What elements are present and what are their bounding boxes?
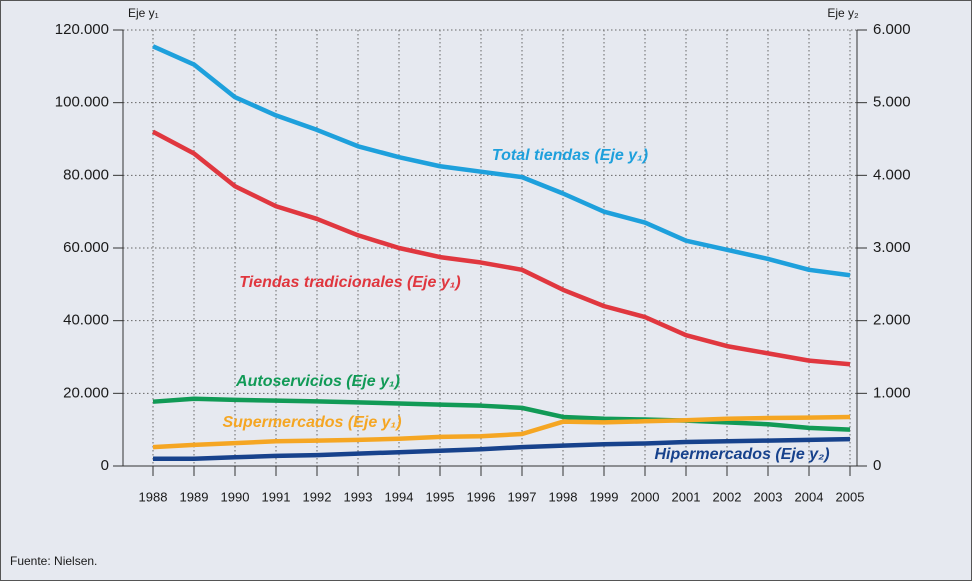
y2-tick-label: 3.000 [873, 239, 911, 256]
y2-tick-label: 4.000 [873, 166, 911, 183]
x-tick-label: 1999 [590, 489, 619, 504]
y2-tick-label: 1.000 [873, 384, 911, 401]
y-tick-label: 40.000 [63, 312, 109, 329]
x-tick-label: 1992 [303, 489, 332, 504]
y2-tick-label: 6.000 [873, 21, 911, 38]
series-label: Autoservicios (Eje y₁) [235, 373, 400, 390]
y-tick-label: 80.000 [63, 166, 109, 183]
source: Fuente: Nielsen. [10, 554, 97, 568]
x-tick-label: 1997 [508, 489, 537, 504]
x-tick-label: 1993 [344, 489, 373, 504]
series-line [151, 129, 851, 367]
x-tick-label: 1994 [385, 489, 414, 504]
x-tick-label: 2001 [672, 489, 701, 504]
x-tick-label: 1998 [549, 489, 578, 504]
series-line [152, 396, 851, 432]
x-tick-label: 2002 [713, 489, 742, 504]
series-label: Supermercados (Eje y₁) [222, 414, 401, 431]
y-tick-label: 100.000 [55, 94, 109, 111]
x-tick-label: 2003 [754, 489, 783, 504]
series-line [152, 44, 851, 278]
y-tick-label: 60.000 [63, 239, 109, 256]
y2-tick-label: 2.000 [873, 312, 911, 329]
series-label: Hipermercados (Eje y₂) [654, 446, 829, 463]
x-tick-label: 1988 [139, 489, 168, 504]
y-tick-label: 20.000 [63, 384, 109, 401]
x-tick-label: 1990 [221, 489, 250, 504]
y-axis-label: Eje y₁ [128, 6, 159, 20]
series-label: Tiendas tradicionales (Eje y₁) [239, 274, 460, 291]
x-tick-label: 2004 [795, 489, 824, 504]
y-tick-label: 0 [101, 457, 109, 474]
y2-tick-label: 5.000 [873, 94, 911, 111]
series-line [153, 436, 851, 461]
x-tick-label: 1991 [262, 489, 291, 504]
x-tick-label: 1995 [426, 489, 455, 504]
x-tick-label: 2005 [836, 489, 865, 504]
series-line [152, 414, 851, 450]
x-tick-label: 2000 [631, 489, 660, 504]
y-tick-label: 120.000 [55, 21, 109, 38]
x-tick-label: 1989 [180, 489, 209, 504]
x-tick-label: 1996 [467, 489, 496, 504]
y2-tick-label: 0 [873, 457, 881, 474]
series-label: Total tiendas (Eje y₁) [492, 147, 648, 164]
y2-axis-label: Eje y₂ [827, 6, 859, 20]
